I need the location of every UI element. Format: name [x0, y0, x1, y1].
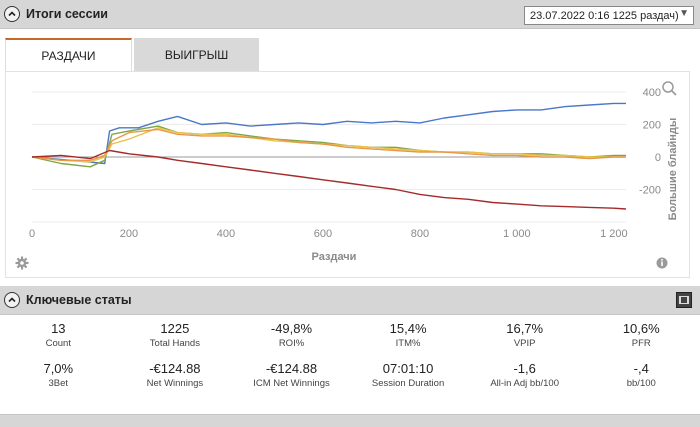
- stat-value: 15,4%: [389, 321, 427, 336]
- stat-3bet: 7,0% 3Bet: [0, 360, 117, 400]
- stat-net-winnings: -€124.88 Net Winnings: [117, 360, 234, 400]
- winnings-chart: 0 200 400 600 800 1 000 1 200 400 200 0 -200 Раздач…: [15, 81, 679, 270]
- stat-roi: -49,8% ROI%: [233, 320, 350, 360]
- stat-label: ITM%: [395, 338, 421, 349]
- series-line: [31, 102, 626, 165]
- stat-allin-adj-bb100: -1,6 All-in Adj bb/100: [466, 360, 583, 400]
- stat-session-duration: 07:01:10 Session Duration: [350, 360, 467, 400]
- stat-value: 16,7%: [506, 321, 544, 336]
- next-panel-header: [0, 414, 700, 427]
- stat-bb100: -,4 bb/100: [583, 360, 700, 400]
- x-tick-label: 200: [120, 228, 138, 240]
- stat-label: ICM Net Winnings: [253, 378, 330, 389]
- series-line: [31, 149, 627, 210]
- y-tick-label: 200: [643, 120, 661, 132]
- stat-value: 13: [51, 321, 66, 336]
- tab-hands[interactable]: РАЗДАЧИ: [5, 38, 132, 71]
- tab-winnings-label: ВЫИГРЫШ: [164, 47, 229, 62]
- stat-count: 13 Count: [0, 320, 117, 360]
- stat-value: -1,6: [513, 361, 536, 376]
- stat-label: Total Hands: [149, 338, 200, 349]
- stat-label: Count: [45, 338, 71, 349]
- x-tick-label: 1 200: [600, 228, 628, 240]
- stat-value: 7,0%: [43, 361, 74, 376]
- collapse-key-stats-button[interactable]: [4, 292, 20, 308]
- tab-winnings[interactable]: ВЫИГРЫШ: [134, 38, 259, 71]
- session-select[interactable]: 23.07.2022 0:16 1225 раздач) ▼: [524, 6, 694, 25]
- stat-label: ROI%: [278, 338, 305, 349]
- grid-toggle-icon[interactable]: [676, 292, 692, 308]
- chart-tabs: РАЗДАЧИ ВЫИГРЫШ: [5, 38, 259, 71]
- stat-value: -,4: [633, 361, 649, 376]
- stat-total-hands: 1225 Total Hands: [117, 320, 234, 360]
- stats-row: 7,0% 3Bet -€124.88 Net Winnings -€124.88 IC…: [0, 360, 700, 400]
- stat-value: -€124.88: [265, 361, 318, 376]
- stat-icm-net-winnings: -€124.88 ICM Net Winnings: [233, 360, 350, 400]
- stat-label: 3Bet: [48, 378, 69, 389]
- x-axis-title: Раздачи: [312, 251, 357, 263]
- graph-panel: 0 200 400 600 800 1 000 1 200 400 200 0 -200 Раздач…: [5, 71, 690, 278]
- series-line: [31, 128, 626, 162]
- session-summary-title: Итоги сессии: [26, 7, 108, 21]
- x-tick-label: 600: [314, 228, 332, 240]
- y-tick-label: 400: [643, 87, 661, 99]
- zoom-icon[interactable]: [662, 81, 677, 96]
- stat-label: PFR: [631, 338, 651, 349]
- stat-pfr: 10,6% PFR: [583, 320, 700, 360]
- stat-label: VPIP: [513, 338, 536, 349]
- info-icon[interactable]: [656, 257, 668, 269]
- gear-icon[interactable]: [15, 256, 29, 270]
- stat-label: Net Winnings: [146, 378, 204, 389]
- stat-value: 1225: [160, 321, 190, 336]
- y-tick-label: 0: [655, 152, 661, 164]
- x-tick-label: 0: [29, 228, 35, 240]
- series-line: [31, 125, 626, 168]
- stat-label: All-in Adj bb/100: [490, 378, 559, 389]
- stat-label: Session Duration: [371, 378, 445, 389]
- x-tick-label: 1 000: [503, 228, 531, 240]
- chevron-down-icon: ▼: [679, 8, 689, 19]
- session-summary-header: Итоги сессии 23.07.2022 0:16 1225 раздач…: [0, 0, 700, 29]
- key-stats-grid: 13 Count 1225 Total Hands -49,8% ROI% 15,4%…: [0, 320, 700, 400]
- y-axis-title: Большие блайнды: [667, 118, 679, 221]
- collapse-session-summary-button[interactable]: [4, 6, 20, 22]
- x-tick-label: 800: [411, 228, 429, 240]
- chevron-up-icon: [8, 297, 16, 303]
- tab-hands-label: РАЗДАЧИ: [41, 48, 96, 63]
- session-select-value: 23.07.2022 0:16 1225 раздач): [530, 9, 679, 22]
- key-stats-header: Ключевые статы: [0, 286, 700, 315]
- stat-itm: 15,4% ITM%: [350, 320, 467, 360]
- stats-row: 13 Count 1225 Total Hands -49,8% ROI% 15,4%…: [0, 320, 700, 360]
- x-tick-label: 400: [217, 228, 235, 240]
- stat-value: -49,8%: [270, 321, 313, 336]
- stat-vpip: 16,7% VPIP: [466, 320, 583, 360]
- chevron-up-icon: [8, 11, 16, 17]
- key-stats-title: Ключевые статы: [26, 293, 132, 307]
- y-tick-label: -200: [639, 185, 661, 197]
- stat-value: 07:01:10: [382, 361, 434, 376]
- stat-value: 10,6%: [622, 321, 660, 336]
- stat-value: -€124.88: [149, 361, 201, 376]
- stat-label: bb/100: [626, 378, 656, 389]
